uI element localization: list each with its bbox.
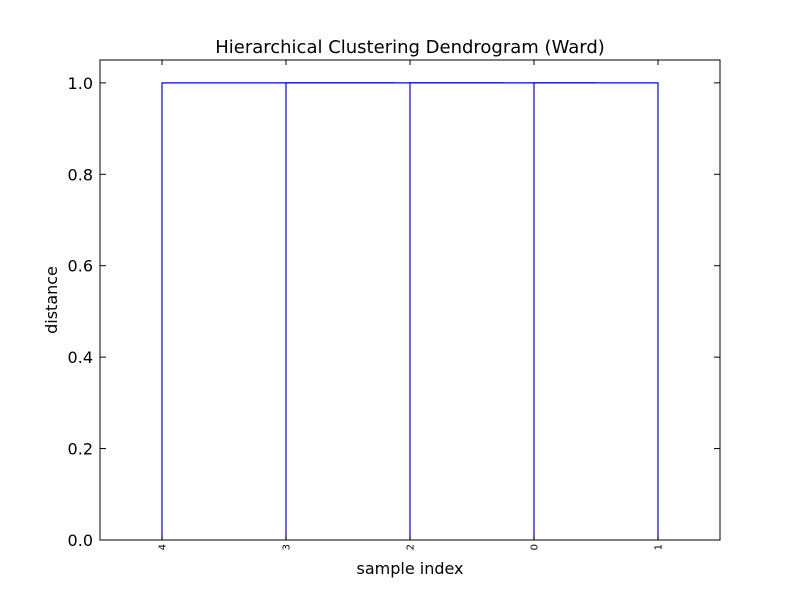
y-axis-label: distance <box>42 266 61 334</box>
y-tick-label: 0.8 <box>68 165 93 184</box>
y-tick-label: 0.2 <box>68 440 93 459</box>
x-axis: 4 3 2 0 1 <box>158 60 665 550</box>
y-tick-label: 0.6 <box>68 257 93 276</box>
x-tick-label: 4 <box>158 544 169 550</box>
x-tick-label: 3 <box>282 544 293 550</box>
dendrogram-link-4 <box>161 82 395 540</box>
y-tick-label: 0.0 <box>68 531 93 550</box>
x-axis-label: sample index <box>356 559 463 578</box>
y-tick-label: 1.0 <box>68 74 93 93</box>
y-axis: 0.0 0.2 0.4 0.6 0.8 1.0 <box>68 74 720 550</box>
x-tick-label: 0 <box>530 544 541 550</box>
chart-title: Hierarchical Clustering Dendrogram (Ward… <box>215 37 605 58</box>
dendrogram-links <box>161 82 659 540</box>
y-tick-label: 0.4 <box>68 348 93 367</box>
x-tick-label: 2 <box>406 544 417 550</box>
x-tick-label: 1 <box>654 544 665 550</box>
